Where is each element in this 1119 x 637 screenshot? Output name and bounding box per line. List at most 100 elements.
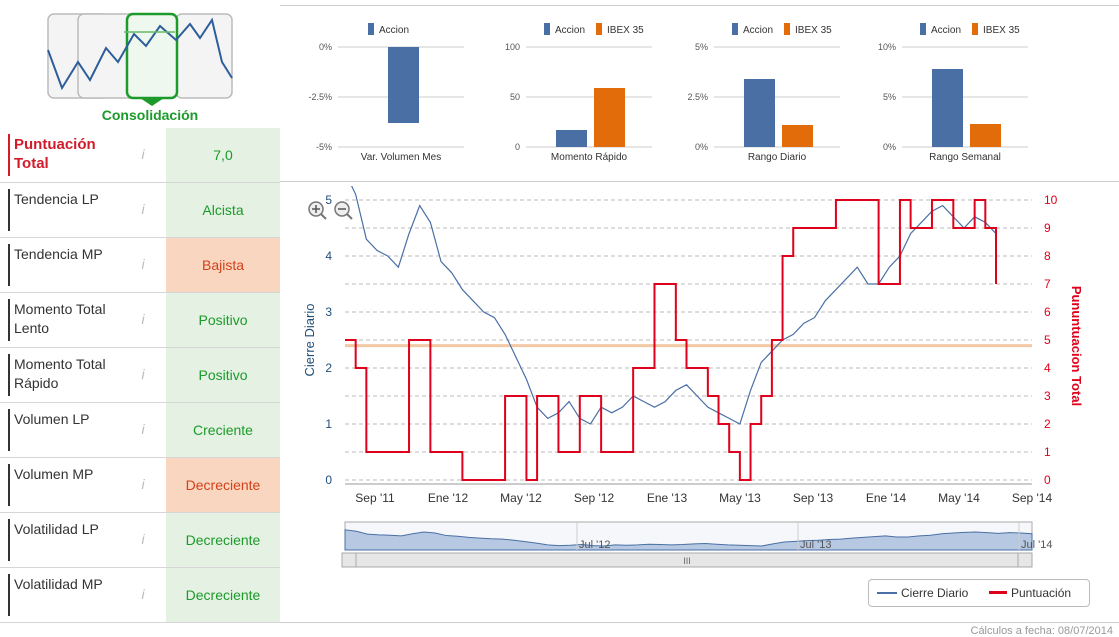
x-tick-label: Ene '13 <box>647 491 688 505</box>
legend-swatch-puntuacion <box>989 591 1007 594</box>
legend-label: Accion <box>379 25 409 36</box>
y-tick-label: 5 <box>325 193 332 207</box>
bar <box>744 79 775 147</box>
navigator-label: Jul '13 <box>800 539 831 551</box>
scroll-right-button <box>1017 552 1033 568</box>
chart-title: Var. Volumen Mes <box>361 152 441 163</box>
y2-tick-label: 3 <box>1044 389 1051 403</box>
indicator-name: Volumen LP <box>14 411 90 427</box>
legend-item-puntuacion[interactable]: Puntuación <box>1011 586 1072 600</box>
y-tick-label: 0 <box>515 142 520 152</box>
indicator-row: Volatilidad LP i Decreciente <box>0 513 280 568</box>
y-tick-label: 5% <box>883 92 896 102</box>
navigator[interactable]: Jul '12 Jul '13 Jul '14 III <box>341 521 1052 568</box>
info-icon[interactable]: i <box>141 421 145 437</box>
bar <box>594 88 625 147</box>
indicator-value: Positivo <box>166 293 280 347</box>
y-tick-label: 3 <box>325 305 332 319</box>
chart-title: Rango Semanal <box>929 152 1001 163</box>
y-tick-label: 5% <box>695 42 708 52</box>
phase-box-active <box>125 12 179 100</box>
indicator-row: Tendencia LP i Alcista <box>0 183 280 238</box>
x-tick-label: Sep '13 <box>793 491 834 505</box>
bar <box>556 130 587 147</box>
indicator-value: Decreciente <box>166 458 280 512</box>
indicator-name: Puntuación Total <box>14 136 96 172</box>
cierre-series <box>351 186 997 425</box>
indicator-panel: Consolidación Puntuación Total i 7,0 Ten… <box>0 0 280 637</box>
puntuacion-series <box>345 199 997 481</box>
y-tick-label: 10% <box>878 42 896 52</box>
info-icon[interactable]: i <box>141 531 145 547</box>
zoom-out-icon[interactable] <box>334 201 353 220</box>
bar-chart-3: 5% 2.5% 0% Accion IBEX 35 Rango Diario <box>687 23 840 163</box>
bar-charts: 0% -2.5% -5% Accion Var. Volumen Mes 100 50 0 Ac… <box>308 23 1028 163</box>
y2-tick-label: 2 <box>1044 417 1051 431</box>
y-tick-label: 0% <box>883 142 896 152</box>
phase-cycle-chart <box>47 12 233 106</box>
info-icon[interactable]: i <box>141 256 145 272</box>
y-tick-label: 2 <box>325 361 332 375</box>
x-tick-label: Ene '12 <box>428 491 469 505</box>
y2-tick-label: 5 <box>1044 333 1051 347</box>
legend-swatch <box>920 23 926 35</box>
info-icon[interactable]: i <box>141 366 145 382</box>
info-icon[interactable]: i <box>141 476 145 492</box>
y2-tick-label: 8 <box>1044 249 1051 263</box>
legend-label: Accion <box>555 25 585 36</box>
chart-title: Rango Diario <box>748 152 807 163</box>
legend-swatch-cierre <box>877 592 897 594</box>
info-icon[interactable]: i <box>141 586 145 602</box>
phase-price-line <box>47 17 233 91</box>
legend-swatch <box>544 23 550 35</box>
x-tick-label: Sep '12 <box>574 491 615 505</box>
chart-title: Momento Rápido <box>551 152 628 163</box>
legend-swatch <box>784 23 790 35</box>
bar-chart-4: 10% 5% 0% Accion IBEX 35 Rango Semanal <box>878 23 1028 163</box>
indicator-name: Volatilidad LP <box>14 521 99 537</box>
indicator-row: Momento Total Rápido i Positivo <box>0 348 280 403</box>
x-tick-label: Ene '14 <box>866 491 907 505</box>
legend-item-cierre[interactable]: Cierre Diario <box>901 586 969 600</box>
bar-chart-2: 100 50 0 Accion IBEX 35 Momento Rápido <box>505 23 652 163</box>
indicator-name: Tendencia LP <box>14 191 99 207</box>
legend-swatch <box>368 23 374 35</box>
y-tick-label: -2.5% <box>308 92 332 102</box>
divider <box>280 622 1119 623</box>
info-icon[interactable]: i <box>141 146 145 162</box>
y2-tick-label: 7 <box>1044 277 1051 291</box>
indicator-value: 7,0 <box>166 128 280 182</box>
y-tick-label: 2.5% <box>687 92 708 102</box>
y-tick-label: -5% <box>316 142 332 152</box>
legend-label: Accion <box>931 25 961 36</box>
indicator-value: Positivo <box>166 348 280 402</box>
indicator-row: Tendencia MP i Bajista <box>0 238 280 293</box>
indicator-name: Volatilidad MP <box>14 576 103 592</box>
indicator-name: Volumen MP <box>14 466 94 482</box>
y-tick-label: 50 <box>510 92 520 102</box>
x-tick-label: Sep '14 <box>1012 491 1053 505</box>
indicator-name: Momento Total Lento <box>14 301 106 336</box>
legend-label: IBEX 35 <box>795 25 832 36</box>
phase-label: Consolidación <box>101 107 199 123</box>
indicator-value: Bajista <box>166 238 280 292</box>
legend-label: Accion <box>743 25 773 36</box>
x-tick-label: May '12 <box>500 491 542 505</box>
y2-tick-label: 0 <box>1044 473 1051 487</box>
indicator-value: Decreciente <box>166 513 280 567</box>
info-icon[interactable]: i <box>141 311 145 327</box>
bar <box>932 69 963 147</box>
legend-swatch <box>972 23 978 35</box>
indicator-value: Decreciente <box>166 568 280 622</box>
y2-tick-label: 1 <box>1044 445 1051 459</box>
indicator-row-total: Puntuación Total i 7,0 <box>0 128 280 183</box>
legend-swatch <box>596 23 602 35</box>
main-line-chart: 0 1 2 3 4 5 6 7 8 9 10 0 1 2 3 4 5 Cierre Diario Pununtuac… <box>302 186 1084 568</box>
y-tick-label: 100 <box>505 42 520 52</box>
divider <box>280 5 1119 6</box>
zoom-in-icon[interactable] <box>308 201 327 220</box>
y2-tick-label: 4 <box>1044 361 1051 375</box>
indicator-row: Volumen MP i Decreciente <box>0 458 280 513</box>
y-tick-label: 4 <box>325 249 332 263</box>
info-icon[interactable]: i <box>141 201 145 217</box>
